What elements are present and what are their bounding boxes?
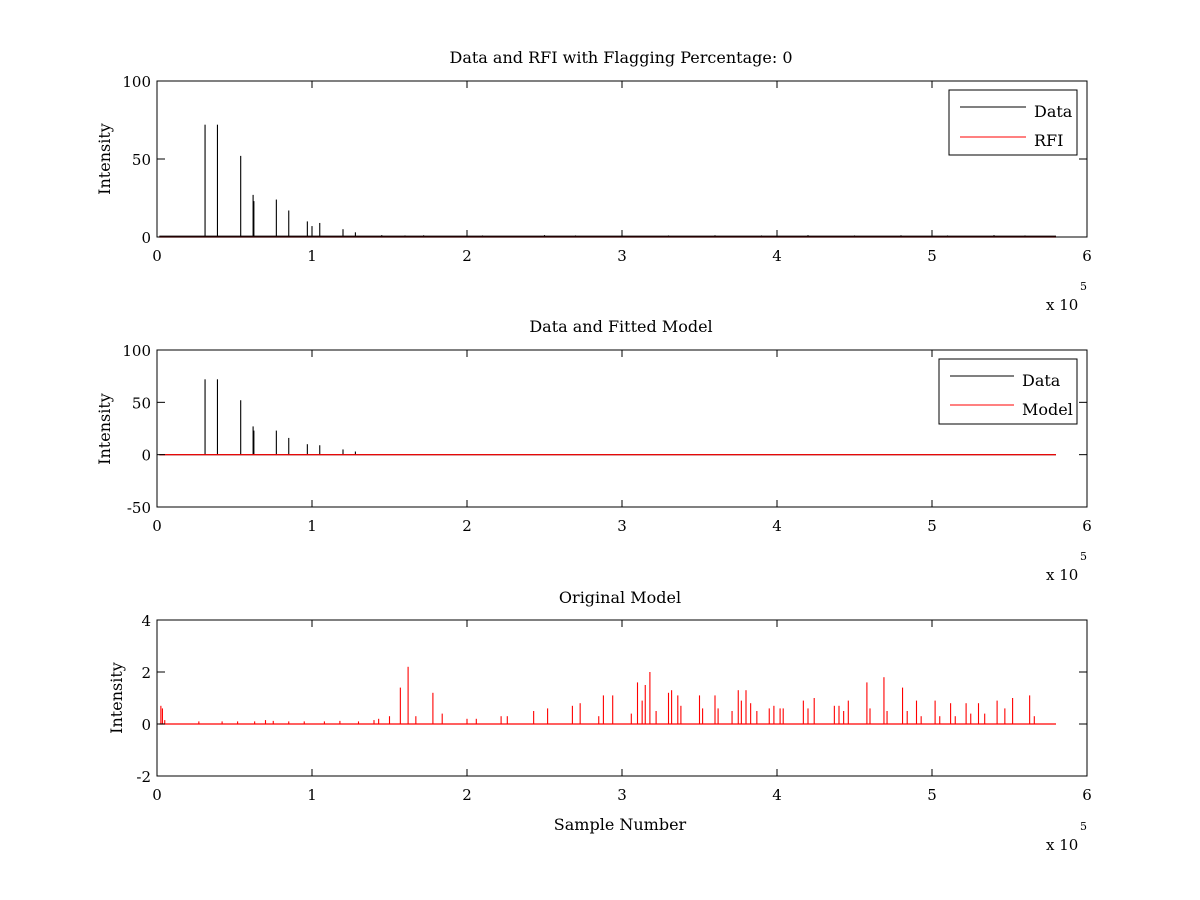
y-tick-label: 50 [132, 151, 151, 169]
x-tick-label: 2 [462, 247, 472, 265]
subplot-1-legend: Data RFI [948, 89, 1078, 156]
subplot-3-xticks: 0 1 2 3 4 5 6 [152, 620, 1092, 804]
subplot-3-x-multiplier-base: x 10 [1046, 836, 1078, 854]
subplot-1-yticks: 0 50 100 [122, 73, 1087, 247]
x-tick-label: 2 [462, 517, 472, 535]
y-tick-label: 2 [141, 664, 151, 682]
legend-entry-rfi: RFI [1034, 131, 1063, 150]
x-tick-label: 3 [617, 786, 627, 804]
subplot-1-ylabel: Intensity [95, 123, 114, 195]
x-tick-label: 6 [1082, 247, 1092, 265]
subplot-2-title: Data and Fitted Model [529, 317, 712, 336]
subplot-1-x-multiplier-base: x 10 [1046, 296, 1078, 314]
subplot-2-xticks: 0 1 2 3 4 5 6 [152, 350, 1092, 535]
x-tick-label: 0 [152, 517, 162, 535]
y-tick-label: 50 [132, 394, 151, 412]
x-tick-label: 0 [152, 247, 162, 265]
subplot-3-ylabel: Intensity [107, 662, 126, 734]
subplot-1: Data and RFI with Flagging Percentage: 0… [95, 48, 1092, 314]
x-tick-label: 1 [307, 247, 317, 265]
subplot-2: Data and Fitted Model Intensity -5005010… [95, 317, 1092, 584]
x-tick-label: 2 [462, 786, 472, 804]
subplot-1-title: Data and RFI with Flagging Percentage: 0 [449, 48, 792, 67]
y-tick-label: 100 [122, 342, 151, 360]
subplot-2-plot-area [159, 379, 1056, 456]
subplot-3-x-multiplier: x 10 [1046, 836, 1078, 854]
y-tick-label: 0 [141, 716, 151, 734]
legend-entry-data: Data [1034, 102, 1073, 121]
subplot-1-xticks: 0 1 2 3 4 5 6 [152, 81, 1092, 265]
y-tick-label: -2 [136, 768, 151, 786]
subplot-3-plot-area [159, 666, 1056, 725]
subplot-2-legend: Data Model [938, 358, 1078, 425]
legend-entry-data: Data [1022, 371, 1061, 390]
subplot-2-x-multiplier-base: x 10 [1046, 566, 1078, 584]
x-tick-label: 3 [617, 247, 627, 265]
x-tick-label: 5 [927, 517, 937, 535]
y-tick-label: 100 [122, 73, 151, 91]
x-tick-label: 3 [617, 517, 627, 535]
subplot-3-xlabel: Sample Number [554, 815, 687, 834]
subplot-1-x-multiplier: x 10 [1046, 296, 1078, 314]
subplot-3-title: Original Model [559, 588, 681, 607]
subplot-3-yticks: -2 0 2 4 [136, 612, 1087, 786]
series-data [159, 124, 1056, 237]
subplot-2-yticks: -50 0 50 100 [122, 342, 1087, 517]
x-tick-label: 1 [307, 517, 317, 535]
legend-entry-model: Model [1022, 400, 1073, 419]
x-tick-label: 0 [152, 786, 162, 804]
x-tick-label: 1 [307, 786, 317, 804]
x-tick-label: 5 [927, 786, 937, 804]
y-tick-label: 4 [141, 612, 151, 630]
subplot-2-legend-box [938, 358, 1078, 425]
subplot-2-ylabel: Intensity [95, 393, 114, 465]
series-model [159, 666, 1056, 725]
x-tick-label: 6 [1082, 517, 1092, 535]
subplot-3-x-multiplier-exponent: 5 [1080, 820, 1087, 833]
y-tick-label: 0 [141, 229, 151, 247]
y-tick-label: 0 [141, 447, 151, 465]
x-tick-label: 5 [927, 247, 937, 265]
x-tick-label: 4 [772, 247, 782, 265]
x-tick-label: 4 [772, 786, 782, 804]
x-tick-label: 4 [772, 517, 782, 535]
subplot-1-legend-box [948, 89, 1078, 156]
y-tick-label: -50 [127, 499, 151, 517]
x-tick-label: 6 [1082, 786, 1092, 804]
subplot-2-x-multiplier-exponent: 5 [1080, 550, 1087, 563]
subplot-2-x-multiplier: x 10 [1046, 566, 1078, 584]
subplot-1-x-multiplier-exponent: 5 [1080, 280, 1087, 293]
